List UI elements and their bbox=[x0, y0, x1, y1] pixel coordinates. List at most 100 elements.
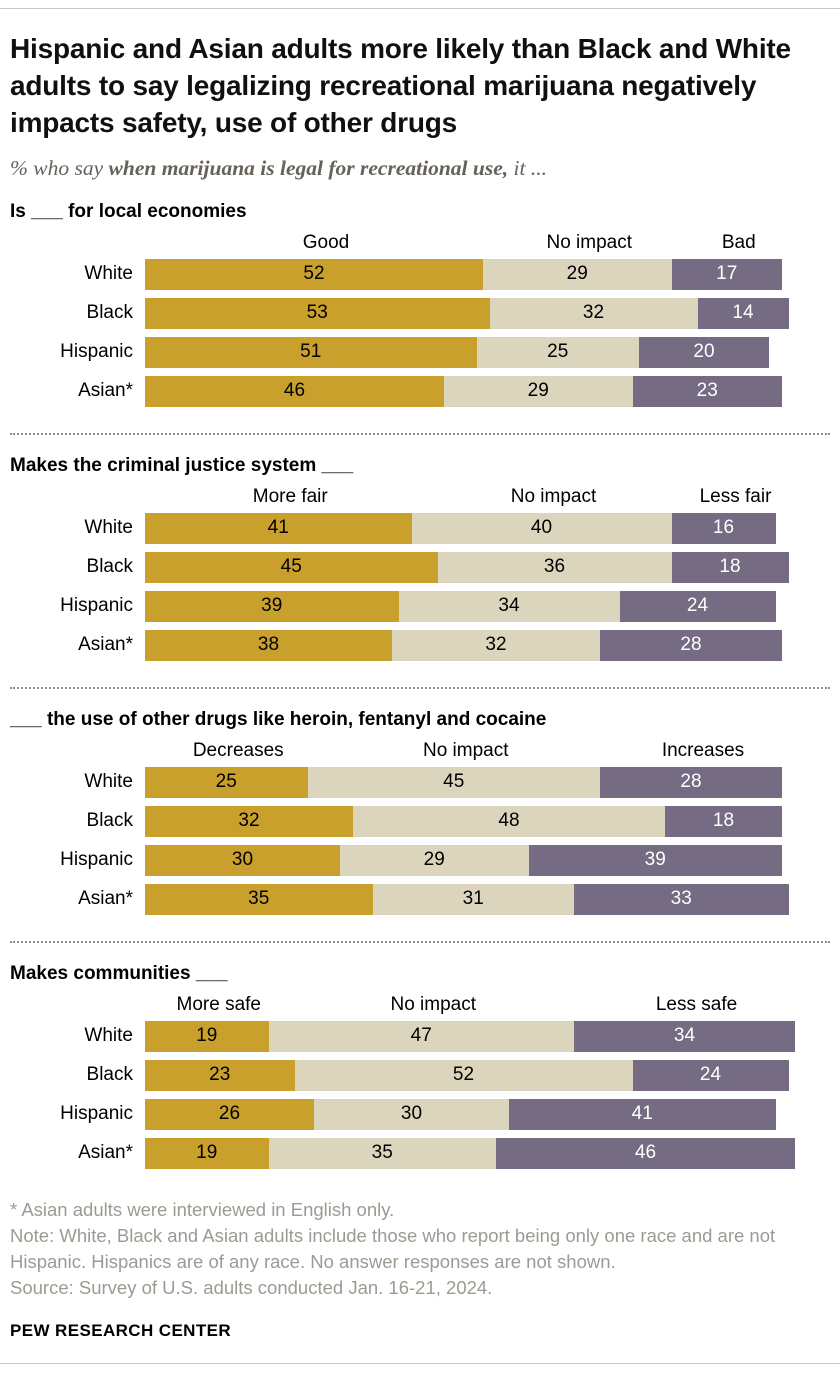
bar-segment: 30 bbox=[145, 844, 340, 876]
category-label: White bbox=[84, 517, 133, 539]
subtitle: % who say when marijuana is legal for re… bbox=[10, 156, 830, 181]
bar-segment: 48 bbox=[353, 805, 665, 837]
category-label: White bbox=[84, 1025, 133, 1047]
chart-rows: White 41 40 16 Black 45 36 18 Hispanic 39 34 24 Asia… bbox=[10, 512, 830, 661]
stacked-bar-chart: More safe No impact Less safe White 19 47 34 B… bbox=[10, 989, 830, 1169]
page: Hispanic and Asian adults more likely th… bbox=[0, 8, 840, 1378]
bar-segment: 35 bbox=[145, 883, 373, 915]
bar-track: 53 32 14 bbox=[145, 297, 795, 329]
bar-row: White 19 47 34 bbox=[10, 1020, 830, 1052]
bar-row: Hispanic 30 29 39 bbox=[10, 844, 830, 876]
bar-segment: 18 bbox=[665, 805, 782, 837]
chart-section-justice: Makes the criminal justice system ___ Mo… bbox=[10, 455, 830, 661]
chart-section-other-drugs: ___ the use of other drugs like heroin, … bbox=[10, 709, 830, 915]
segment-header: No impact bbox=[510, 485, 597, 507]
bar-row: White 52 29 17 bbox=[10, 258, 830, 290]
content: Hispanic and Asian adults more likely th… bbox=[0, 31, 840, 1341]
segment-header: More fair bbox=[252, 485, 328, 507]
chart-rows: White 19 47 34 Black 23 52 24 Hispanic 26 30 41 Asia… bbox=[10, 1020, 830, 1169]
category-label: White bbox=[84, 263, 133, 285]
segment-header: Less fair bbox=[699, 485, 772, 507]
bar-track: 51 25 20 bbox=[145, 336, 795, 368]
bar-segment: 20 bbox=[639, 336, 769, 368]
bar-segment: 46 bbox=[496, 1137, 795, 1169]
segment-header: Less safe bbox=[655, 993, 738, 1015]
bar-segment: 40 bbox=[411, 512, 672, 544]
chart-section-economies: Is ___ for local economies Good No impact… bbox=[10, 201, 830, 407]
bar-segment: 45 bbox=[307, 766, 600, 798]
bar-segment: 38 bbox=[145, 629, 392, 661]
bar-track: 45 36 18 bbox=[145, 551, 795, 583]
category-label: Asian* bbox=[78, 888, 133, 910]
bar-track: 23 52 24 bbox=[145, 1059, 795, 1091]
section-title: Makes the criminal justice system ___ bbox=[10, 454, 354, 476]
bar-row: Black 32 48 18 bbox=[10, 805, 830, 837]
bar-track: 26 30 41 bbox=[145, 1098, 795, 1130]
column-headers: More safe No impact Less safe bbox=[157, 989, 807, 1021]
bar-row: Asian* 35 31 33 bbox=[10, 883, 830, 915]
segment-header: Bad bbox=[721, 231, 756, 253]
subtitle-prefix: % who say bbox=[10, 155, 109, 180]
bar-segment: 32 bbox=[392, 629, 600, 661]
bar-segment: 46 bbox=[145, 375, 444, 407]
bar-segment: 26 bbox=[145, 1098, 314, 1130]
bar-track: 19 35 46 bbox=[145, 1137, 795, 1169]
section-divider bbox=[10, 940, 830, 943]
segment-header: More safe bbox=[176, 993, 261, 1015]
category-label: Black bbox=[86, 556, 133, 578]
bar-segment: 17 bbox=[671, 258, 782, 290]
category-label: Asian* bbox=[78, 380, 133, 402]
bar-row: Asian* 38 32 28 bbox=[10, 629, 830, 661]
bar-segment: 47 bbox=[268, 1020, 574, 1052]
bar-segment: 32 bbox=[489, 297, 698, 329]
bar-segment: 34 bbox=[574, 1020, 795, 1052]
bar-row: Hispanic 39 34 24 bbox=[10, 590, 830, 622]
stacked-bar-chart: Good No impact Bad White 52 29 17 Black 53 32 14 H… bbox=[10, 227, 830, 407]
subtitle-suffix: it ... bbox=[508, 155, 547, 180]
bar-track: 38 32 28 bbox=[145, 629, 795, 661]
bar-segment: 28 bbox=[600, 766, 782, 798]
bar-segment: 29 bbox=[483, 258, 672, 290]
bar-row: Hispanic 26 30 41 bbox=[10, 1098, 830, 1130]
bar-segment: 39 bbox=[145, 590, 399, 622]
section-title: Makes communities ___ bbox=[10, 962, 228, 984]
bar-segment: 51 bbox=[145, 336, 477, 368]
bar-segment: 52 bbox=[294, 1059, 633, 1091]
category-label: Asian* bbox=[78, 1142, 133, 1164]
footnotes: * Asian adults were interviewed in Engli… bbox=[10, 1197, 830, 1301]
bar-track: 39 34 24 bbox=[145, 590, 795, 622]
bar-segment: 30 bbox=[314, 1098, 509, 1130]
segment-header: Increases bbox=[661, 739, 745, 761]
bar-segment: 23 bbox=[632, 375, 782, 407]
bar-row: Asian* 19 35 46 bbox=[10, 1137, 830, 1169]
segment-header: No impact bbox=[390, 993, 477, 1015]
bar-track: 46 29 23 bbox=[145, 375, 795, 407]
footnote-source: Source: Survey of U.S. adults conducted … bbox=[10, 1277, 493, 1299]
section-divider bbox=[10, 686, 830, 689]
section-divider bbox=[10, 432, 830, 435]
category-label: Black bbox=[86, 810, 133, 832]
bar-row: Black 45 36 18 bbox=[10, 551, 830, 583]
bar-track: 19 47 34 bbox=[145, 1020, 795, 1052]
bar-segment: 53 bbox=[145, 297, 490, 329]
category-label: Black bbox=[86, 302, 133, 324]
subtitle-bold: when marijuana is legal for recreational… bbox=[108, 155, 509, 180]
bar-segment: 18 bbox=[671, 551, 789, 583]
category-label: Hispanic bbox=[60, 341, 133, 363]
bar-row: Hispanic 51 25 20 bbox=[10, 336, 830, 368]
bar-row: Black 53 32 14 bbox=[10, 297, 830, 329]
bar-segment: 29 bbox=[444, 375, 633, 407]
segment-header: No impact bbox=[422, 739, 509, 761]
bar-segment: 24 bbox=[632, 1059, 789, 1091]
category-label: Black bbox=[86, 1064, 133, 1086]
bar-track: 32 48 18 bbox=[145, 805, 795, 837]
bar-segment: 41 bbox=[509, 1098, 776, 1130]
category-label: Hispanic bbox=[60, 1103, 133, 1125]
bar-track: 41 40 16 bbox=[145, 512, 795, 544]
bar-segment: 19 bbox=[145, 1020, 269, 1052]
bar-segment: 14 bbox=[697, 297, 789, 329]
bar-row: White 25 45 28 bbox=[10, 766, 830, 798]
bar-track: 30 29 39 bbox=[145, 844, 795, 876]
section-title: Is ___ for local economies bbox=[10, 200, 247, 222]
category-label: Hispanic bbox=[60, 595, 133, 617]
